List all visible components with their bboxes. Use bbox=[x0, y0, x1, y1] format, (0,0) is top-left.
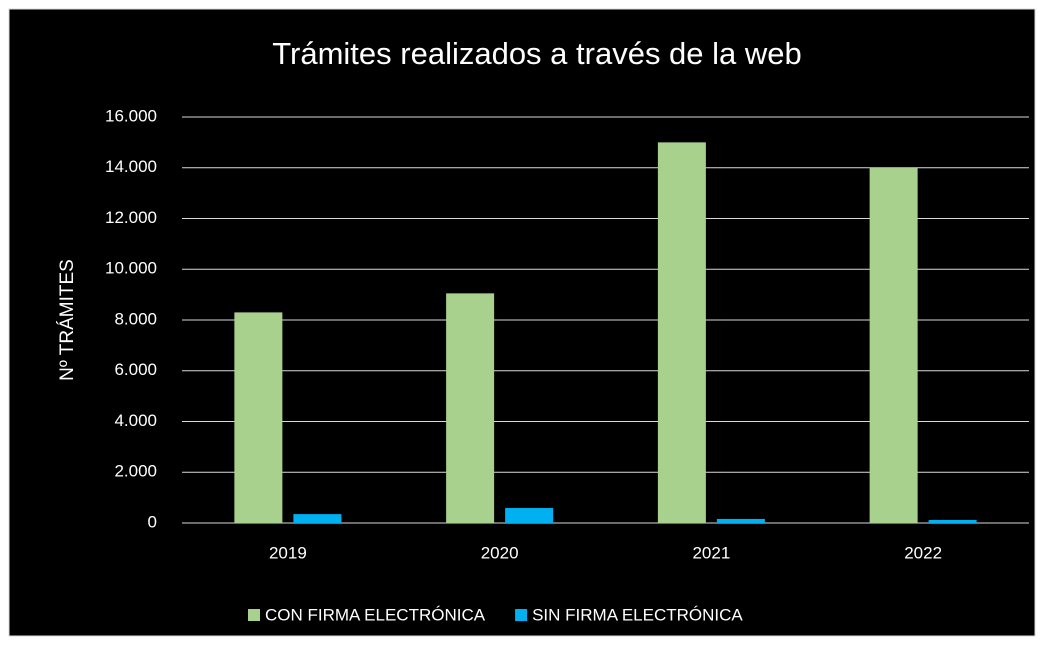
legend-swatch bbox=[248, 609, 260, 621]
bar bbox=[869, 167, 918, 523]
chart-background bbox=[8, 8, 1036, 637]
legend-label: CON FIRMA ELECTRÓNICA bbox=[265, 605, 486, 624]
bar bbox=[505, 508, 554, 523]
y-tick-label: 0 bbox=[148, 512, 157, 531]
y-tick-label: 2.000 bbox=[114, 462, 157, 481]
x-tick-label: 2022 bbox=[904, 543, 942, 562]
y-tick-label: 10.000 bbox=[105, 259, 157, 278]
chart-title: Trámites realizados a través de la web bbox=[272, 36, 802, 71]
bar bbox=[716, 518, 765, 523]
x-tick-label: 2019 bbox=[269, 543, 307, 562]
y-tick-label: 6.000 bbox=[114, 360, 157, 379]
y-tick-label: 8.000 bbox=[114, 309, 157, 328]
y-tick-label: 4.000 bbox=[114, 411, 157, 430]
y-axis-label: Nº TRÁMITES bbox=[57, 259, 78, 381]
y-tick-label: 12.000 bbox=[105, 208, 157, 227]
bar bbox=[928, 519, 977, 523]
y-tick-label: 16.000 bbox=[105, 106, 157, 125]
x-tick-label: 2021 bbox=[692, 543, 730, 562]
bar bbox=[446, 293, 495, 523]
y-tick-label: 14.000 bbox=[105, 157, 157, 176]
bar bbox=[657, 142, 706, 523]
legend-swatch bbox=[515, 609, 528, 621]
legend-label: SIN FIRMA ELECTRÓNICA bbox=[532, 605, 743, 624]
bar bbox=[234, 312, 283, 523]
x-tick-label: 2020 bbox=[481, 543, 519, 562]
bar bbox=[293, 514, 342, 523]
